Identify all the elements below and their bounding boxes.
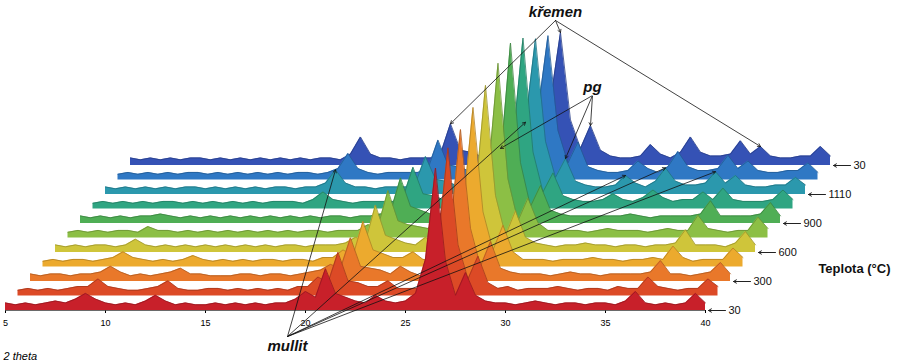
svg-text:20: 20 bbox=[300, 317, 311, 328]
svg-text:30: 30 bbox=[500, 318, 510, 328]
svg-text:mullit: mullit bbox=[268, 337, 309, 354]
svg-text:900: 900 bbox=[804, 217, 822, 229]
svg-text:600: 600 bbox=[779, 246, 797, 258]
svg-text:2 theta: 2 theta bbox=[3, 350, 38, 362]
svg-text:30: 30 bbox=[854, 159, 866, 171]
svg-text:30: 30 bbox=[729, 304, 741, 316]
svg-text:25: 25 bbox=[400, 318, 410, 328]
svg-text:300: 300 bbox=[754, 275, 772, 287]
svg-text:Teplota (°C): Teplota (°C) bbox=[818, 261, 890, 276]
svg-text:40: 40 bbox=[700, 318, 710, 328]
svg-text:pg: pg bbox=[582, 78, 601, 95]
svg-text:1110: 1110 bbox=[829, 188, 852, 200]
svg-text:15: 15 bbox=[200, 318, 210, 328]
svg-text:10: 10 bbox=[100, 318, 110, 328]
svg-text:křemen: křemen bbox=[529, 3, 582, 20]
svg-text:5: 5 bbox=[3, 318, 8, 328]
svg-text:35: 35 bbox=[600, 318, 610, 328]
